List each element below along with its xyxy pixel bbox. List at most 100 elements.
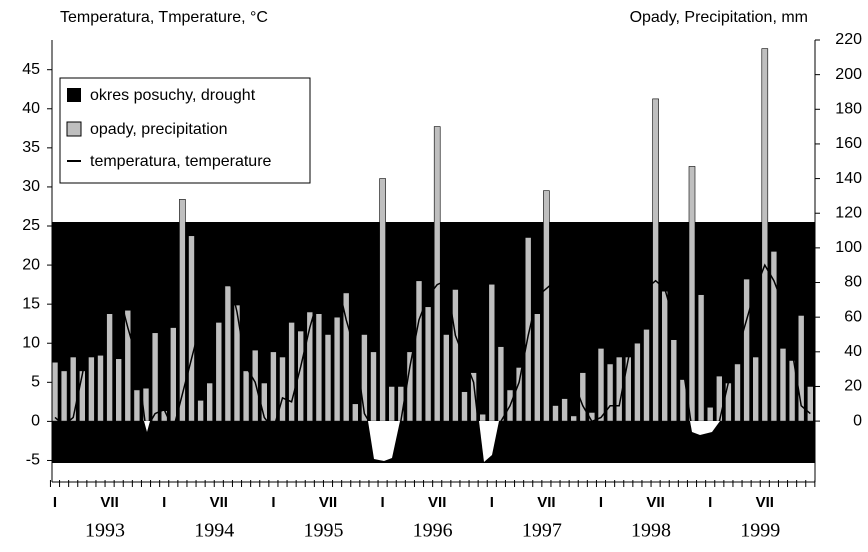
- bar: [69, 356, 77, 422]
- bar: [315, 313, 323, 422]
- bar: [324, 334, 332, 422]
- y2-tick-label: 220: [835, 31, 862, 48]
- y-tick-label: -5: [26, 452, 40, 469]
- bar: [51, 361, 59, 422]
- bar: [688, 166, 696, 422]
- x-tick-label: VII: [646, 494, 664, 511]
- bar: [406, 351, 414, 422]
- y-tick-label: 40: [22, 100, 40, 117]
- temperature-line: [54, 263, 811, 462]
- bar: [342, 292, 350, 422]
- y2-axis-label: Opady, Precipitation, mm: [630, 9, 808, 26]
- bar: [351, 403, 359, 422]
- bar: [552, 405, 559, 422]
- bar: [170, 327, 177, 422]
- x-tick-label: I: [381, 494, 385, 511]
- year-label: 1998: [631, 520, 671, 542]
- y-tick-label: 25: [22, 217, 40, 234]
- bar: [533, 313, 541, 422]
- bar: [761, 48, 769, 422]
- legend-swatch: [67, 88, 81, 102]
- x-tick-label: VII: [319, 494, 337, 511]
- bar: [479, 413, 487, 422]
- y-tick-label: 0: [31, 413, 40, 430]
- legend: okres posuchy, drought opady, precipitat…: [59, 77, 311, 184]
- bar: [734, 363, 741, 422]
- bar: [133, 389, 141, 422]
- x-tick-label: I: [271, 494, 275, 511]
- bar: [260, 382, 268, 422]
- plot: [51, 48, 814, 462]
- x-tick-label: I: [708, 494, 712, 511]
- drought-area: [690, 421, 720, 435]
- bar: [197, 400, 204, 422]
- bar: [579, 372, 587, 422]
- bar: [306, 311, 314, 422]
- bar: [524, 237, 532, 422]
- bar: [79, 370, 86, 422]
- bar: [124, 309, 132, 422]
- y2-tick-label: 180: [835, 101, 862, 118]
- bar: [634, 342, 641, 422]
- bar: [233, 304, 241, 422]
- bar: [115, 358, 122, 422]
- x-tick-label: I: [53, 494, 57, 511]
- bar: [615, 356, 623, 422]
- y-tick-label: 20: [22, 256, 40, 273]
- bar: [106, 313, 113, 422]
- x-tick-label: I: [162, 494, 166, 511]
- y-tick-label: 30: [22, 178, 40, 195]
- drought-area: [479, 421, 499, 462]
- x-tick-label: VII: [537, 494, 555, 511]
- x-tick-label: VII: [100, 494, 118, 511]
- bar: [461, 391, 468, 422]
- bar: [97, 354, 104, 422]
- bar: [188, 235, 195, 422]
- y-tick-label: 35: [22, 139, 40, 156]
- bar: [652, 98, 659, 422]
- bar: [743, 278, 750, 422]
- x-tick-label: I: [599, 494, 603, 511]
- legend-swatch: [66, 121, 82, 137]
- bar: [570, 415, 578, 422]
- bar: [424, 306, 432, 422]
- year-label: 1997: [522, 520, 562, 542]
- bar: [643, 328, 650, 422]
- legend-box: [59, 77, 311, 184]
- y-axis-label: Temperatura, Tmperature, °C: [60, 9, 268, 26]
- y2-tick-label: 40: [844, 343, 862, 360]
- legend-label: okres posuchy, drought: [90, 87, 256, 104]
- bar: [470, 372, 477, 422]
- y2-tick-label: 160: [835, 135, 862, 152]
- year-label: 1995: [303, 520, 343, 542]
- bar: [379, 178, 386, 422]
- drought-area: [144, 421, 150, 432]
- bar: [697, 294, 705, 422]
- bar: [388, 386, 396, 422]
- bar: [279, 356, 286, 422]
- bar: [242, 370, 250, 422]
- bar: [452, 289, 459, 422]
- bar: [488, 283, 496, 422]
- year-label: 1996: [413, 520, 453, 542]
- bar: [288, 322, 295, 422]
- year-label: 1993: [85, 520, 125, 542]
- legend-label: temperatura, temperature: [90, 153, 272, 170]
- y-tick-label: 5: [31, 374, 40, 391]
- bar: [788, 360, 796, 422]
- y-tick-label: 45: [22, 61, 40, 78]
- bar: [515, 367, 523, 422]
- bar: [797, 315, 805, 422]
- bar: [433, 126, 441, 422]
- year-label: 1994: [194, 520, 234, 542]
- bar: [606, 363, 614, 422]
- bar: [597, 348, 605, 422]
- bar: [806, 386, 814, 422]
- y2-tick-label: 120: [835, 204, 862, 221]
- bar: [779, 348, 787, 422]
- bar: [770, 251, 778, 422]
- bar: [361, 334, 368, 422]
- bar: [543, 190, 550, 422]
- bar: [151, 332, 159, 422]
